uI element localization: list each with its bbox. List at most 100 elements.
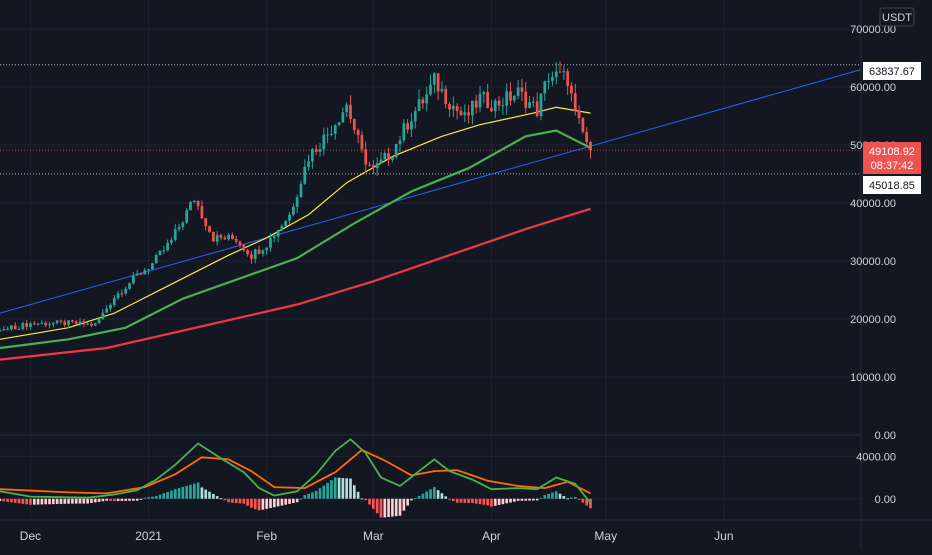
histogram-bar [67, 498, 70, 504]
macd-line [0, 438, 592, 504]
histogram-bar [337, 477, 341, 499]
signal-line [0, 448, 591, 495]
histogram-bar [257, 498, 261, 511]
currency-label: USDT [882, 12, 912, 24]
histogram-bar [314, 490, 318, 499]
histogram-bar [234, 498, 238, 503]
time-axis-label: 2021 [135, 529, 162, 543]
histogram-bar [63, 498, 67, 504]
histogram-bar [573, 496, 577, 499]
histogram-bar [311, 492, 314, 499]
candle-body [451, 105, 455, 110]
histogram-bar [330, 480, 333, 499]
candle-body [261, 250, 265, 254]
histogram-bar [577, 498, 581, 500]
histogram-bar [368, 498, 371, 505]
candle-body [109, 304, 112, 309]
candle-body [44, 322, 48, 326]
candle-body [181, 222, 185, 228]
histogram-bar [585, 498, 589, 506]
histogram-bar [219, 498, 223, 500]
histogram-bar [276, 498, 280, 507]
histogram-bar [143, 497, 147, 499]
histogram-bar [440, 493, 444, 499]
candle-body [280, 226, 284, 231]
histogram-bar [417, 495, 421, 499]
lower-line-price: 45018.85 [869, 180, 915, 192]
candle-body [318, 149, 322, 152]
histogram-bar [269, 498, 272, 509]
oscillator-axis-tick: 0.00 [875, 494, 896, 506]
histogram-bar [78, 498, 82, 504]
candle-body [307, 161, 310, 167]
histogram-bar [379, 498, 383, 518]
candle-body [581, 118, 585, 132]
candle-body [558, 71, 562, 73]
candle-body [516, 87, 520, 96]
histogram-bar [82, 498, 86, 504]
price-axis-tick: 30000.00 [850, 256, 896, 268]
histogram-bar [501, 498, 505, 505]
price-axis-tick: 40000.00 [850, 198, 896, 210]
histogram-bar [0, 498, 2, 501]
candle-body [116, 293, 120, 299]
histogram-bar [318, 488, 322, 499]
histogram-bar [383, 498, 387, 518]
candle-body [158, 250, 162, 256]
candle-body [177, 227, 181, 230]
time-axis-label: Dec [20, 529, 41, 543]
candle-body [410, 121, 413, 130]
candle-body [204, 218, 208, 227]
histogram-bar [32, 498, 36, 505]
histogram-bar [505, 498, 509, 504]
candle-body [539, 93, 543, 116]
histogram-bar [170, 490, 173, 499]
candle-body [512, 95, 516, 101]
candle-body [151, 263, 154, 270]
candle-body [391, 157, 394, 160]
candle-body [562, 71, 566, 73]
histogram-bar [421, 493, 425, 499]
candle-body [189, 202, 192, 211]
candle-body [345, 104, 349, 113]
histogram-bar [139, 498, 143, 500]
candle-body [326, 134, 330, 136]
moving-average-ma50 [0, 106, 591, 340]
histogram-bar [116, 498, 120, 502]
histogram-bar [261, 498, 265, 510]
histogram-bar [223, 498, 227, 501]
candle-body [147, 269, 150, 271]
candle-body [478, 94, 482, 108]
histogram-bar [120, 498, 124, 501]
histogram-bar [200, 487, 204, 499]
histogram-bar [238, 498, 242, 504]
candle-body [196, 200, 200, 207]
histogram-bar [459, 498, 463, 503]
candle-body [486, 92, 490, 109]
histogram-bar [497, 498, 501, 505]
candle-body [36, 323, 40, 325]
candle-body [371, 164, 375, 168]
upper-line-tag: 63837.67 [863, 62, 921, 80]
candle-body [0, 330, 2, 332]
histogram-bar [124, 498, 128, 501]
candle-body [139, 273, 143, 275]
histogram-bar [52, 498, 55, 505]
histogram-bar [375, 498, 379, 514]
histogram-bar [474, 498, 478, 504]
candle-body [387, 153, 390, 160]
bar-countdown: 08:37:42 [871, 160, 914, 172]
candle-body [554, 71, 558, 78]
candle-body [299, 183, 303, 198]
histogram-bar [40, 498, 44, 505]
histogram-bar [410, 498, 413, 501]
time-axis-label: Feb [256, 529, 277, 543]
histogram-bar [345, 478, 349, 499]
currency-badge[interactable]: USDT [879, 7, 915, 27]
current-price-tag: 49108.92 08:37:42 [863, 142, 921, 174]
histogram-bar [349, 478, 352, 499]
price-axis-tick: 10000.00 [850, 372, 896, 384]
candle-body [341, 112, 345, 123]
